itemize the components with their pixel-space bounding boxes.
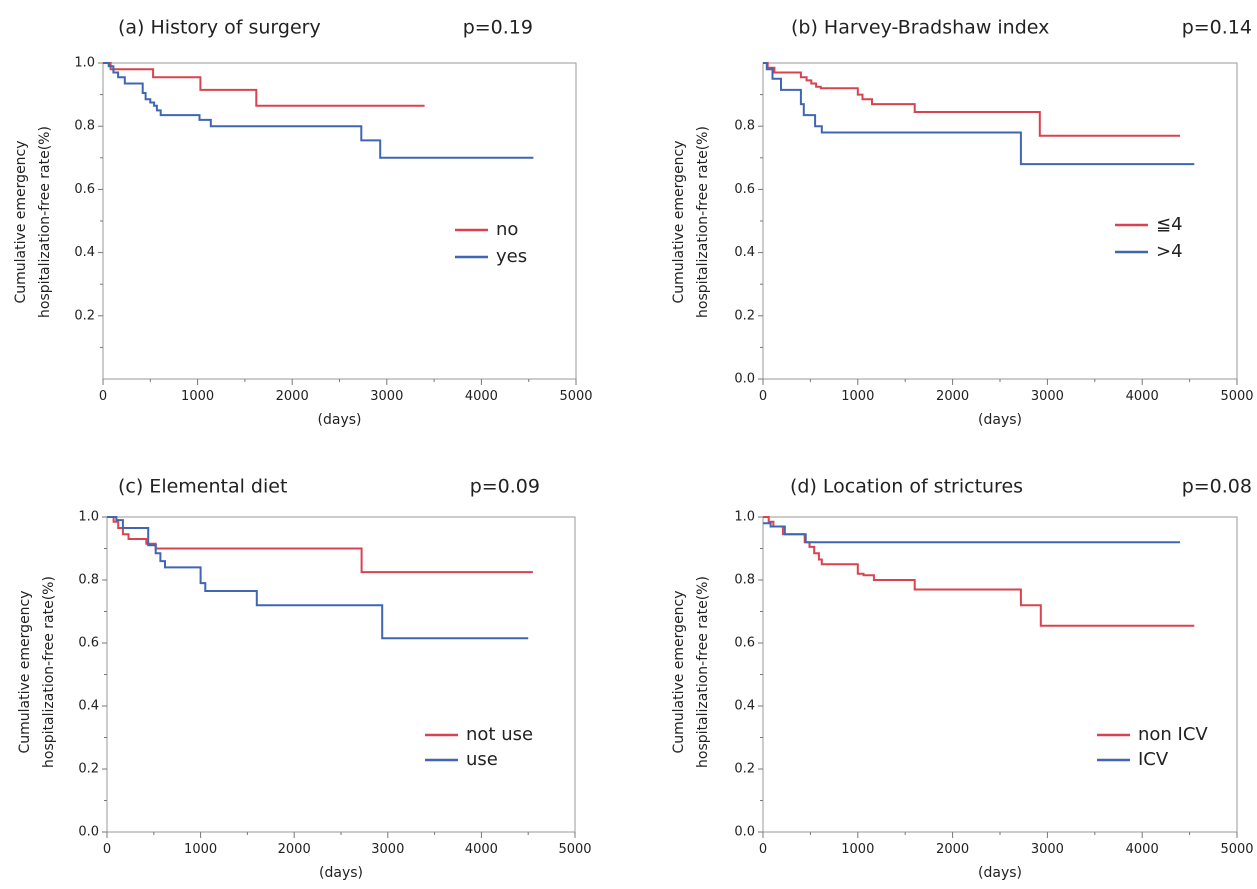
legend-label: >4	[1156, 241, 1183, 262]
x-tick-label: 0	[759, 842, 767, 857]
series-line-yes	[103, 62, 534, 159]
x-tick-label: 5000	[1220, 842, 1253, 857]
x-tick-label: 0	[103, 842, 111, 857]
x-tick-label: 2000	[276, 389, 309, 404]
x-tick-label: 1000	[841, 842, 874, 857]
y-tick-label: 1.0	[78, 510, 99, 525]
legend-label: yes	[496, 246, 527, 267]
panel-title: (d) Location of strictures	[790, 476, 1023, 498]
y-tick-label: 0.6	[734, 636, 755, 651]
y-tick-label: 0.0	[734, 825, 755, 840]
legend-label: use	[466, 749, 498, 770]
x-tick-label: 1000	[184, 842, 217, 857]
x-tick-label: 5000	[1220, 389, 1253, 404]
y-tick-label: 0.8	[734, 119, 755, 134]
legend-label: non ICV	[1138, 724, 1208, 745]
y-tick-label: 0.4	[734, 699, 755, 714]
x-tick-label: 5000	[559, 389, 592, 404]
x-axis-label: (days)	[978, 412, 1022, 428]
y-axis-label: Cumulative emergency	[17, 590, 33, 753]
y-tick-label: 0.0	[734, 372, 755, 387]
y-tick-label: 0.6	[78, 636, 99, 651]
x-tick-label: 4000	[1126, 389, 1159, 404]
series-line-not-use	[107, 516, 533, 574]
y-tick-label: 0.8	[78, 573, 99, 588]
panel-title: (b) Harvey-Bradshaw index	[791, 17, 1049, 39]
y-tick-label: 0.2	[78, 762, 99, 777]
p-value: p=0.09	[470, 476, 540, 498]
series-line--4	[763, 62, 1195, 166]
panel-a: (a) History of surgery p=0.19 0 1000 2000 300…	[13, 17, 593, 429]
y-axis-label: hospitalization-free rate(%)	[695, 576, 711, 768]
panel-title: (a) History of surgery	[118, 17, 321, 39]
panel-title: (c) Elemental diet	[118, 476, 287, 498]
x-tick-label: 1000	[181, 389, 214, 404]
y-axis-label: hospitalization-free rate(%)	[695, 126, 711, 318]
x-tick-label: 3000	[1031, 842, 1064, 857]
series-line-non-icv	[763, 516, 1195, 627]
y-axis-label: Cumulative emergency	[671, 140, 687, 303]
x-tick-label: 0	[759, 389, 767, 404]
x-tick-label: 0	[99, 389, 107, 404]
panel-d: (d) Location of strictures p=0.08 0 1000 200…	[671, 476, 1254, 882]
x-axis-label: (days)	[978, 865, 1022, 881]
y-tick-label: 0.4	[74, 245, 95, 260]
p-value: p=0.19	[463, 17, 533, 39]
x-tick-label: 2000	[936, 389, 969, 404]
x-tick-label: 2000	[936, 842, 969, 857]
p-value: p=0.08	[1182, 476, 1252, 498]
x-tick-label: 1000	[841, 389, 874, 404]
legend-label: not use	[466, 724, 533, 745]
x-tick-label: 3000	[370, 389, 403, 404]
x-tick-label: 4000	[465, 842, 498, 857]
series-line-icv	[763, 522, 1181, 544]
y-axis-label: Cumulative emergency	[13, 140, 29, 303]
y-tick-label: 0.2	[74, 308, 95, 323]
y-tick-label: 0.8	[734, 573, 755, 588]
y-tick-label: 0.2	[734, 762, 755, 777]
y-tick-label: 0.8	[74, 119, 95, 134]
panel-b: (b) Harvey-Bradshaw index p=0.14 0 1000 2000…	[671, 17, 1254, 429]
y-tick-label: 0.6	[74, 182, 95, 197]
plot-frame	[106, 516, 576, 833]
y-tick-label: 0.0	[78, 825, 99, 840]
series-line-use	[107, 516, 529, 640]
y-tick-label: 0.4	[734, 245, 755, 260]
legend-label: no	[496, 219, 518, 240]
y-tick-label: 1.0	[74, 56, 95, 71]
y-axis-label: Cumulative emergency	[671, 590, 687, 753]
x-tick-label: 3000	[1031, 389, 1064, 404]
p-value: p=0.14	[1182, 17, 1252, 39]
x-tick-label: 4000	[465, 389, 498, 404]
x-axis-label: (days)	[318, 412, 362, 428]
series-line--4	[763, 62, 1181, 137]
y-tick-label: 0.4	[78, 699, 99, 714]
x-tick-label: 3000	[371, 842, 404, 857]
legend-label: ≦4	[1156, 214, 1183, 235]
y-axis-label: hospitalization-free rate(%)	[37, 126, 53, 318]
y-tick-label: 0.2	[734, 308, 755, 323]
x-tick-label: 2000	[278, 842, 311, 857]
x-axis-label: (days)	[319, 865, 363, 881]
legend-label: ICV	[1138, 749, 1169, 770]
x-tick-label: 5000	[558, 842, 591, 857]
y-tick-label: 1.0	[734, 510, 755, 525]
y-axis-label: hospitalization-free rate(%)	[41, 576, 57, 768]
y-tick-label: 0.6	[734, 182, 755, 197]
panel-c: (c) Elemental diet p=0.09 0 1000 2000 3000 400…	[17, 476, 592, 882]
x-tick-label: 4000	[1126, 842, 1159, 857]
